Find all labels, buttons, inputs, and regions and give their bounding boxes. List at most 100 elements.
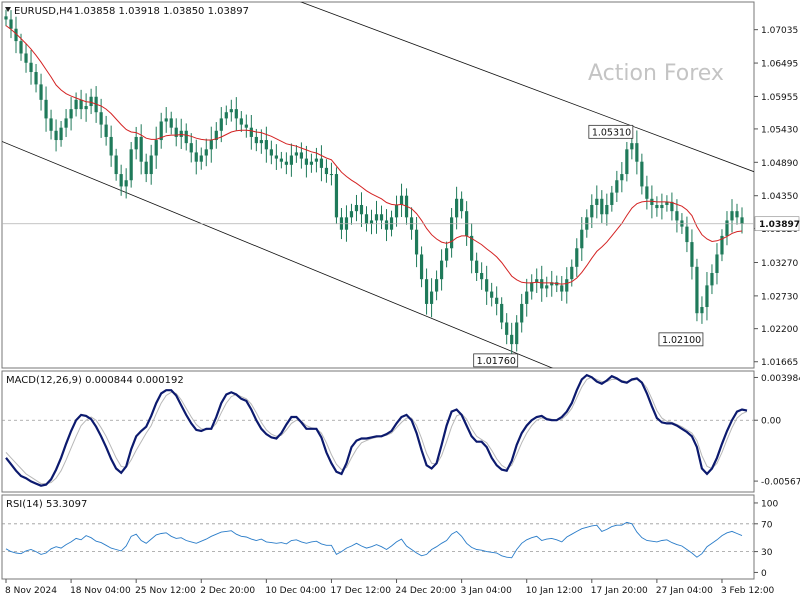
- price-annotation-label: 1.01760: [477, 356, 516, 367]
- candle-body: [715, 254, 719, 274]
- candle-body: [645, 186, 649, 199]
- candle-body: [114, 155, 118, 175]
- candle-body: [424, 279, 429, 304]
- time-tick-label: 25 Nov 12:00: [135, 586, 196, 596]
- candle-body: [600, 198, 604, 215]
- candle-body: [505, 322, 509, 335]
- candle-body: [359, 204, 364, 215]
- candle-body: [259, 140, 263, 144]
- candle-body: [299, 152, 304, 159]
- candle-body: [284, 161, 288, 165]
- candle-body: [29, 62, 33, 73]
- moving-average: [5, 25, 743, 285]
- candle-body: [324, 167, 329, 175]
- candle-body: [104, 124, 108, 137]
- candle-body: [480, 273, 484, 280]
- macd-lines: [5, 373, 748, 487]
- candle-body: [485, 279, 489, 292]
- candle-body: [349, 211, 354, 218]
- time-tick-label: 2 Dec 20:00: [200, 586, 255, 596]
- time-tick-label: 17 Jan 20:00: [591, 586, 648, 596]
- macd-tick-label: 0.003984: [761, 374, 800, 384]
- candle-body: [144, 161, 148, 175]
- candle-body: [540, 279, 544, 289]
- candle-body: [510, 334, 514, 345]
- price-annotation-label: 1.02100: [662, 335, 701, 346]
- price-annotation-label: 1.05310: [592, 127, 631, 138]
- rsi-tick-label: 70: [761, 520, 773, 530]
- time-tick-label: 3 Feb 12:00: [721, 586, 775, 596]
- candle-body: [139, 136, 143, 162]
- candle-body: [204, 149, 208, 156]
- candle-body: [24, 53, 28, 63]
- candle-body: [450, 217, 454, 249]
- current-price-box: [754, 216, 800, 232]
- candle-body: [334, 174, 339, 218]
- candle-body: [655, 204, 659, 209]
- candle-body: [54, 130, 58, 141]
- candle-body: [354, 204, 359, 212]
- candle-body: [550, 282, 554, 286]
- candle-body: [194, 152, 198, 162]
- candle-body: [565, 279, 569, 292]
- candle-body: [279, 158, 283, 162]
- candle-body: [229, 109, 233, 113]
- candle-body: [134, 136, 138, 150]
- candle-body: [164, 118, 168, 122]
- candle-body: [530, 282, 534, 292]
- candle-body: [615, 180, 619, 193]
- candle-body: [490, 291, 494, 298]
- time-tick-label: 24 Dec 20:00: [396, 586, 457, 596]
- candle-body: [560, 285, 564, 292]
- price-tick-label: 1.02200: [761, 325, 798, 335]
- time-tick-label: 27 Jan 04:00: [656, 586, 713, 596]
- time-tick-label: 10 Jan 12:00: [526, 586, 583, 596]
- candle-body: [740, 217, 744, 224]
- candle-body: [169, 118, 173, 128]
- candle-body: [209, 140, 213, 150]
- candles: [4, 9, 744, 357]
- candle-body: [439, 260, 444, 280]
- candle-body: [44, 99, 48, 119]
- candle-body: [174, 127, 178, 137]
- candle-body: [19, 41, 23, 54]
- candle-body: [700, 307, 704, 314]
- candle-body: [39, 84, 43, 100]
- macd-main-line: [5, 373, 748, 487]
- candle-body: [239, 118, 243, 125]
- candle-body: [369, 220, 374, 224]
- candle-body: [470, 235, 474, 261]
- candle-body: [99, 112, 103, 125]
- candle-body: [710, 273, 714, 286]
- candle-body: [705, 285, 709, 308]
- candle-body: [475, 260, 479, 274]
- price-tick-label: 1.02730: [761, 292, 798, 302]
- price-annotation-box: [473, 353, 519, 368]
- candle-body: [725, 220, 729, 236]
- macd-label: MACD(12,26,9) 0.000844 0.000192: [6, 375, 184, 386]
- candle-body: [414, 229, 419, 255]
- price-tick-label: 1.05955: [761, 93, 798, 103]
- candle-body: [214, 130, 218, 141]
- dropdown-arrow-icon[interactable]: [5, 7, 11, 12]
- candle-body: [199, 155, 203, 162]
- candle-body: [630, 143, 634, 150]
- candle-body: [34, 72, 38, 85]
- candle-body: [419, 254, 424, 280]
- candle-body: [84, 106, 88, 110]
- rsi-tick-label: 30: [761, 548, 773, 558]
- candle-body: [520, 303, 524, 323]
- candle-body: [9, 19, 13, 29]
- candle-body: [545, 285, 549, 289]
- candle-body: [59, 127, 63, 141]
- candle-body: [685, 226, 689, 243]
- candle-body: [720, 235, 724, 255]
- candle-body: [500, 303, 504, 323]
- candle-body: [64, 118, 68, 128]
- time-tick-label: 3 Jan 04:00: [461, 586, 513, 596]
- rsi-label: RSI(14) 53.3097: [6, 499, 87, 510]
- candle-body: [14, 28, 18, 42]
- candle-body: [384, 220, 389, 230]
- price-tick-label: 1.07035: [761, 26, 798, 36]
- time-tick-label: 8 Nov 2024: [5, 586, 57, 596]
